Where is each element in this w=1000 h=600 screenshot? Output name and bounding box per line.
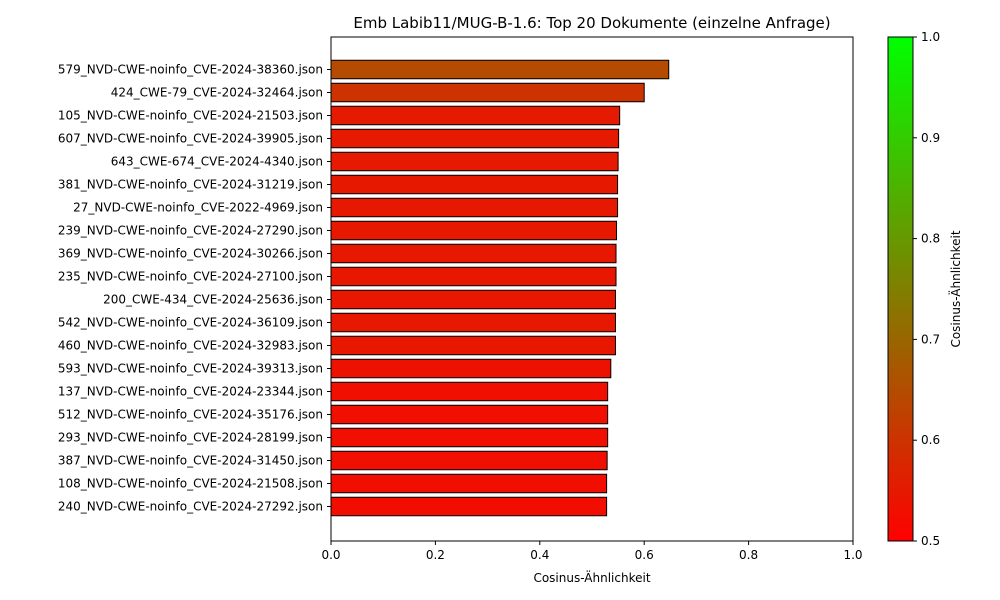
category-label: 240_NVD-CWE-noinfo_CVE-2024-27292.json [58,500,323,514]
category-label: 381_NVD-CWE-noinfo_CVE-2024-31219.json [58,178,323,192]
bar [330,151,619,172]
category-label: 293_NVD-CWE-noinfo_CVE-2024-28199.json [58,431,323,445]
category-label: 593_NVD-CWE-noinfo_CVE-2024-39313.json [58,362,323,376]
bar [330,266,617,287]
plot-frame [330,36,854,542]
bar [330,381,609,402]
bar [330,450,608,471]
category-label: 643_CWE-674_CVE-2024-4340.json [111,155,323,169]
bar [330,128,620,149]
colorbar-label: Cosinus-Ähnlichkeit [948,230,963,347]
colorbar [887,36,914,542]
x-tick-label: 0.6 [635,548,654,562]
colorbar-tick-label: 0.9 [921,131,940,145]
category-label: 387_NVD-CWE-noinfo_CVE-2024-31450.json [58,454,323,468]
category-label: 607_NVD-CWE-noinfo_CVE-2024-39905.json [58,132,323,146]
category-label: 542_NVD-CWE-noinfo_CVE-2024-36109.json [58,316,323,330]
x-axis-label: Cosinus-Ähnlichkeit [533,570,650,585]
category-label: 108_NVD-CWE-noinfo_CVE-2024-21508.json [58,477,323,491]
bar [330,220,618,241]
category-labels: 579_NVD-CWE-noinfo_CVE-2024-38360.json 42… [58,63,331,514]
bar [330,473,608,494]
bar [330,105,621,126]
bar-group [330,59,670,517]
category-label: 27_NVD-CWE-noinfo_CVE-2022-4969.json [73,201,323,215]
bar [330,243,617,264]
x-tick-label: 0.2 [426,548,445,562]
colorbar-ticks: 0.5 0.6 0.7 0.8 0.9 1.0 [913,30,940,548]
bar [330,427,609,448]
bar [330,312,616,333]
bar [330,174,619,195]
category-label: 200_CWE-434_CVE-2024-25636.json [103,293,323,307]
bar [330,59,670,80]
category-label: 137_NVD-CWE-noinfo_CVE-2024-23344.json [58,385,323,399]
category-label: 105_NVD-CWE-noinfo_CVE-2024-21503.json [58,109,323,123]
colorbar-tick-label: 1.0 [921,30,940,44]
x-tick-label: 1.0 [843,548,862,562]
category-label: 512_NVD-CWE-noinfo_CVE-2024-35176.json [58,408,323,422]
colorbar-tick-label: 0.5 [921,534,940,548]
category-label: 460_NVD-CWE-noinfo_CVE-2024-32983.json [58,339,323,353]
category-label: 424_CWE-79_CVE-2024-32464.json [111,86,323,100]
x-axis-ticks: 0.0 0.2 0.4 0.6 0.8 1.0 [321,541,863,562]
bar [330,335,616,356]
category-label: 369_NVD-CWE-noinfo_CVE-2024-30266.json [58,247,323,261]
category-label: 239_NVD-CWE-noinfo_CVE-2024-27290.json [58,224,323,238]
bar [330,404,609,425]
chart-title: Emb Labib11/MUG-B-1.6: Top 20 Dokumente … [353,14,830,32]
colorbar-tick-label: 0.8 [921,232,940,246]
x-tick-label: 0.0 [321,548,340,562]
x-tick-label: 0.8 [739,548,758,562]
bar [330,82,645,103]
category-label: 235_NVD-CWE-noinfo_CVE-2024-27100.json [58,270,323,284]
bar [330,197,619,218]
bar [330,289,616,310]
category-label: 579_NVD-CWE-noinfo_CVE-2024-38360.json [58,63,323,77]
bar [330,496,608,517]
x-tick-label: 0.4 [530,548,549,562]
colorbar-tick-label: 0.6 [921,433,940,447]
bar [330,358,612,379]
colorbar-tick-label: 0.7 [921,332,940,346]
